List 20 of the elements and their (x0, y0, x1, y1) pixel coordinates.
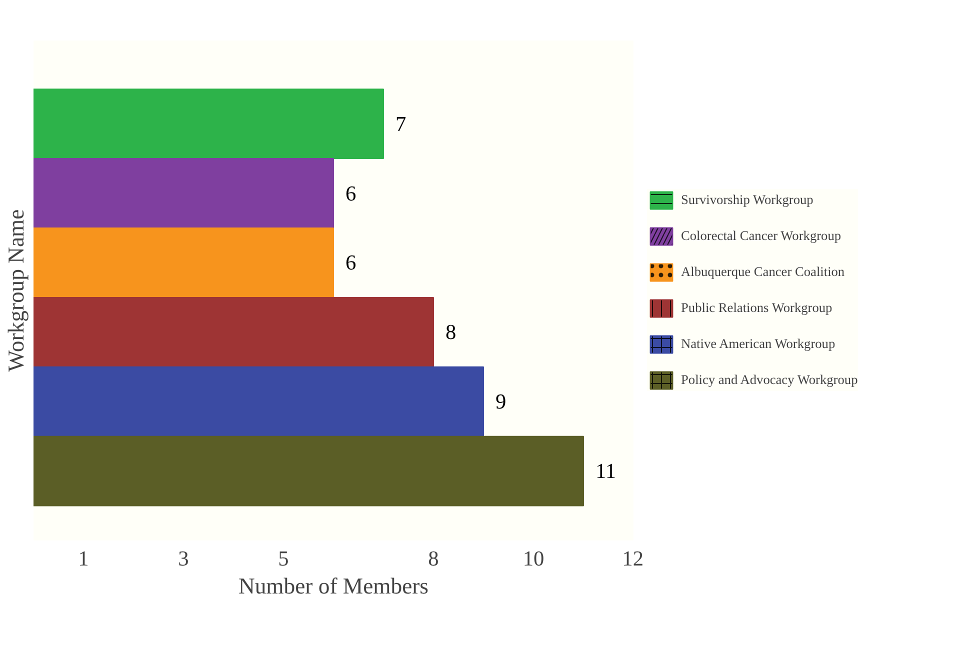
data-label: 9 (496, 390, 506, 414)
legend-label: Survivorship Workgroup (681, 192, 814, 208)
data-label: 6 (346, 181, 356, 206)
data-label: 11 (596, 459, 616, 484)
legend-label: Public Relations Workgroup (681, 300, 832, 316)
data-label: 7 (396, 112, 406, 136)
legend-label: Colorectal Cancer Workgroup (681, 228, 842, 244)
legend-label: Policy and Advocacy Workgroup (681, 372, 858, 388)
legend-label: Native American Workgroup (681, 336, 836, 352)
x-tick-label: 12 (622, 546, 644, 570)
y-axis-title: Workgroup Name (4, 209, 28, 372)
x-tick-label: 1 (78, 546, 89, 570)
legend-label: Albuquerque Cancer Coalition (681, 264, 845, 280)
x-tick-label: 10 (522, 546, 544, 570)
x-tick-label: 5 (278, 546, 289, 570)
data-label: 8 (446, 320, 456, 344)
x-tick-label: 8 (428, 546, 439, 570)
x-tick-label: 3 (178, 546, 189, 570)
x-axis-title: Number of Members (238, 574, 429, 598)
data-label: 6 (346, 250, 356, 275)
